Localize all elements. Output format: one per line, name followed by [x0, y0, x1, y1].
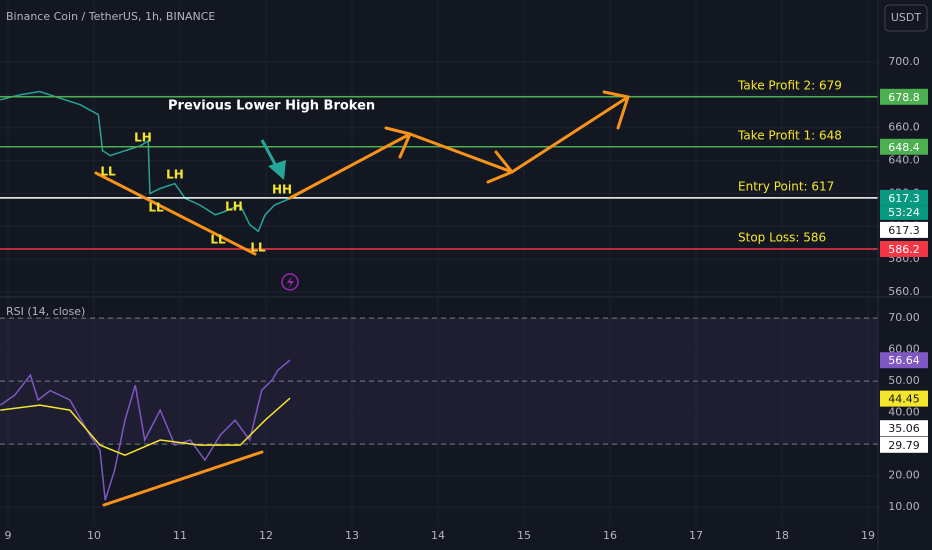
level-label: Take Profit 1: 648 [737, 128, 842, 142]
last-price-box [880, 189, 928, 206]
axis-value: 29.79 [888, 439, 920, 452]
level-price: 617.3 [888, 224, 920, 237]
y-tick-label: 560.0 [888, 285, 920, 298]
teal-arrow [260, 139, 286, 180]
x-tick-label: 13 [345, 529, 359, 542]
level-price: 648.4 [888, 141, 920, 154]
series-line [0, 397, 291, 457]
projection-path [288, 95, 630, 200]
rsi-pane [0, 297, 878, 527]
drawings [94, 90, 630, 507]
axis-value: 56.64 [888, 354, 920, 367]
axis-value-box [880, 420, 928, 437]
rsi-title: RSI (14, close) [6, 305, 85, 318]
y-tick-label: 50.00 [888, 374, 920, 387]
x-tick-label: 19 [861, 529, 875, 542]
level-price-box [880, 88, 928, 105]
x-tick-label: 17 [689, 529, 703, 542]
x-tick-label: 12 [259, 529, 273, 542]
y-tick-label: 700.0 [888, 55, 920, 68]
rsi-trend-line [102, 450, 264, 507]
symbol-title: Binance Coin / TetherUS, 1h, BINANCE [6, 10, 215, 23]
countdown-box [880, 205, 928, 220]
arrow-head [602, 90, 630, 130]
annotation-note: Previous Lower High Broken [168, 99, 375, 114]
x-tick-label: 11 [173, 529, 187, 542]
currency-label: USDT [891, 11, 922, 24]
swing-label: LH [166, 168, 184, 182]
arrow-head [268, 160, 286, 180]
level-price: 678.8 [888, 91, 920, 104]
level-price-box [880, 241, 928, 258]
level-price-box [880, 138, 928, 155]
x-tick-label: 16 [603, 529, 617, 542]
y-tick-label: 20.00 [888, 469, 920, 482]
grid-layer [0, 0, 878, 527]
last-price: 617.3 [888, 192, 920, 205]
icon-bolt [287, 276, 294, 289]
level-label: Entry Point: 617 [738, 179, 834, 193]
swing-label: LL [148, 201, 164, 215]
y-tick-label: 70.00 [888, 311, 920, 324]
alert-icon[interactable] [281, 273, 299, 291]
swing-label: LL [250, 241, 266, 255]
x-tick-label: 18 [775, 529, 789, 542]
level-label: Take Profit 2: 679 [737, 78, 842, 92]
swing-label: LL [100, 165, 116, 179]
swing-label: LH [134, 131, 152, 145]
y-tick-label: 40.00 [888, 406, 920, 419]
series-line [0, 359, 291, 501]
swing-label: HH [272, 183, 292, 197]
series-line [0, 90, 291, 233]
arrow-head [486, 150, 514, 184]
icon-ring [281, 273, 299, 291]
swing-label: LL [210, 233, 226, 247]
level-label: Stop Loss: 586 [738, 231, 826, 245]
arrow-head [384, 126, 412, 159]
trend-line [94, 171, 257, 256]
y-tick-label: 640.0 [888, 154, 920, 167]
y-tick-label: 660.0 [888, 121, 920, 134]
countdown: 53:24 [888, 206, 920, 219]
x-tick-label: 9 [4, 529, 11, 542]
axis-value-box [880, 436, 928, 453]
x-tick-label: 15 [517, 529, 531, 542]
arrow-shaft [260, 139, 278, 167]
level-price-box [880, 221, 928, 238]
axis-value: 44.45 [888, 393, 920, 406]
axis-value: 35.06 [888, 422, 920, 435]
axis-value-box [880, 352, 928, 369]
axis-value-box [880, 390, 928, 407]
y-tick-label: 10.00 [888, 500, 920, 513]
currency-button[interactable] [884, 4, 928, 32]
swing-label: LH [225, 200, 243, 214]
x-tick-label: 14 [431, 529, 445, 542]
level-price: 586.2 [888, 243, 920, 256]
x-tick-label: 10 [87, 529, 101, 542]
